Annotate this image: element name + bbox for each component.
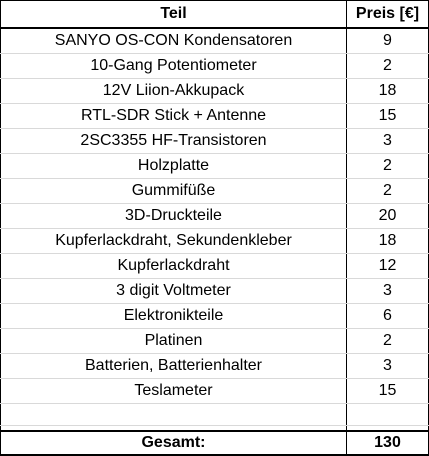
part-cell[interactable]: Elektronikteile: [0, 303, 347, 329]
table-row: SANYO OS-CON Kondensatoren 9: [0, 27, 429, 54]
price-cell[interactable]: 3: [346, 128, 429, 154]
price-cell[interactable]: 2: [346, 178, 429, 204]
price-cell[interactable]: 18: [346, 228, 429, 254]
table-row: 3D-Druckteile 20: [0, 203, 429, 229]
part-cell[interactable]: 2SC3355 HF-Transistoren: [0, 128, 347, 154]
price-cell[interactable]: 3: [346, 353, 429, 379]
part-cell[interactable]: 3 digit Voltmeter: [0, 278, 347, 304]
price-cell[interactable]: 9: [346, 27, 429, 54]
price-cell[interactable]: 20: [346, 203, 429, 229]
part-cell[interactable]: Gummifüße: [0, 178, 347, 204]
part-cell[interactable]: 10-Gang Potentiometer: [0, 53, 347, 79]
price-cell[interactable]: 3: [346, 278, 429, 304]
total-label[interactable]: Gesamt:: [0, 430, 347, 456]
table-row: 3 digit Voltmeter 3: [0, 278, 429, 304]
table-row: Teslameter 15: [0, 378, 429, 404]
part-cell[interactable]: Batterien, Batterienhalter: [0, 353, 347, 379]
part-cell[interactable]: RTL-SDR Stick + Antenne: [0, 103, 347, 129]
part-cell[interactable]: SANYO OS-CON Kondensatoren: [0, 27, 347, 54]
price-cell[interactable]: 15: [346, 378, 429, 404]
empty-cell-part[interactable]: [0, 403, 347, 426]
table-row: 10-Gang Potentiometer 2: [0, 53, 429, 79]
empty-cell-price[interactable]: [346, 403, 429, 426]
spacer-row: [0, 425, 429, 431]
price-cell[interactable]: 2: [346, 328, 429, 354]
empty-row: [0, 403, 429, 426]
table-body: SANYO OS-CON Kondensatoren 9 10-Gang Poten…: [0, 27, 429, 431]
price-cell[interactable]: 6: [346, 303, 429, 329]
total-row: Gesamt: 130: [0, 430, 429, 456]
table-row: Kupferlackdraht, Sekundenkleber 18: [0, 228, 429, 254]
price-cell[interactable]: 2: [346, 153, 429, 179]
table-row: Gummifüße 2: [0, 178, 429, 204]
part-cell[interactable]: 12V Liion-Akkupack: [0, 78, 347, 104]
table-header: Teil Preis [€]: [0, 0, 429, 29]
table-row: Platinen 2: [0, 328, 429, 354]
part-cell[interactable]: 3D-Druckteile: [0, 203, 347, 229]
table-row: Holzplatte 2: [0, 153, 429, 179]
table-row: RTL-SDR Stick + Antenne 15: [0, 103, 429, 129]
header-part[interactable]: Teil: [0, 0, 347, 29]
spacer-cell-price[interactable]: [346, 425, 429, 431]
total-value[interactable]: 130: [346, 430, 429, 456]
part-cell[interactable]: Kupferlackdraht, Sekundenkleber: [0, 228, 347, 254]
table-row: Elektronikteile 6: [0, 303, 429, 329]
price-cell[interactable]: 12: [346, 253, 429, 279]
price-cell[interactable]: 18: [346, 78, 429, 104]
table-footer: Gesamt: 130: [0, 430, 429, 456]
table-row: 2SC3355 HF-Transistoren 3: [0, 128, 429, 154]
header-row: Teil Preis [€]: [0, 0, 429, 29]
price-cell[interactable]: 15: [346, 103, 429, 129]
part-cell[interactable]: Holzplatte: [0, 153, 347, 179]
part-cell[interactable]: Teslameter: [0, 378, 347, 404]
table-row: 12V Liion-Akkupack 18: [0, 78, 429, 104]
table-row: Kupferlackdraht 12: [0, 253, 429, 279]
part-cell[interactable]: Platinen: [0, 328, 347, 354]
table-row: Batterien, Batterienhalter 3: [0, 353, 429, 379]
part-cell[interactable]: Kupferlackdraht: [0, 253, 347, 279]
header-price[interactable]: Preis [€]: [346, 0, 429, 29]
price-cell[interactable]: 2: [346, 53, 429, 79]
